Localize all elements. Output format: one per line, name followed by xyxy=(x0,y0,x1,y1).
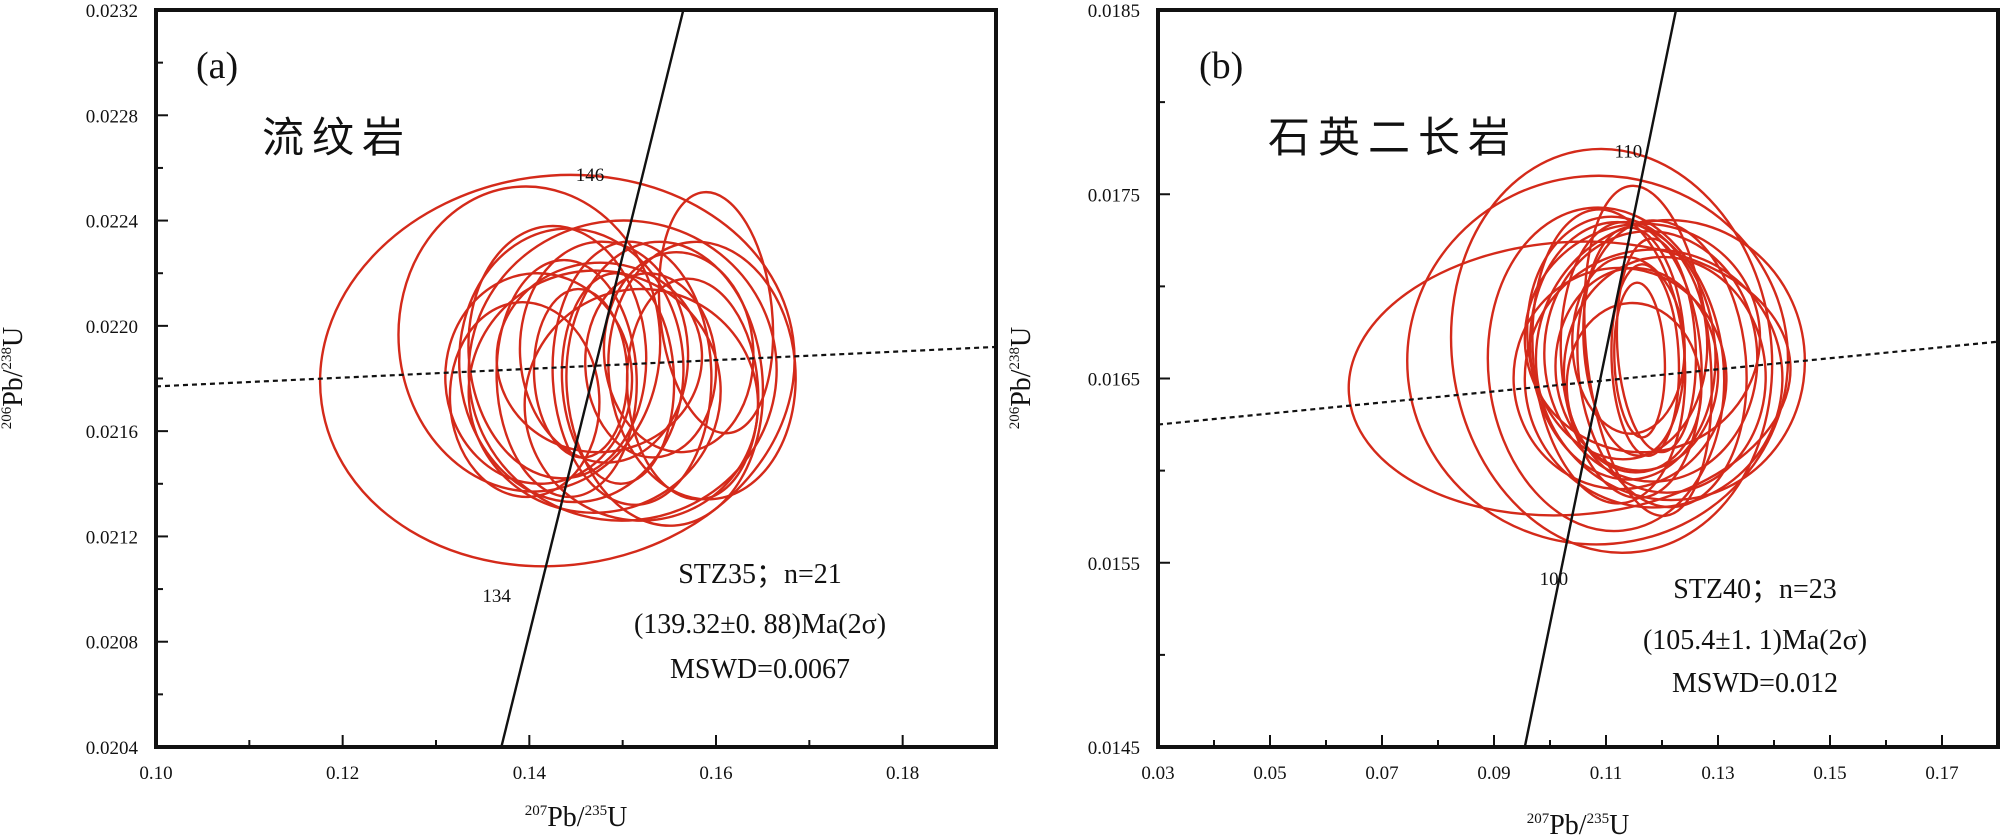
x-tick-label: 0.17 xyxy=(1925,763,1958,784)
error-ellipse xyxy=(625,277,760,501)
x-tick-label: 0.16 xyxy=(699,763,732,784)
concordia-age-label: 100 xyxy=(1540,569,1569,590)
panel-label: (a) xyxy=(196,45,238,87)
error-ellipse xyxy=(318,173,796,568)
axis-ticks: 0.10 0.12 0.14 0.16 0.18 0.0204 0.0208 0.0212 0.… xyxy=(86,1,997,784)
y-tick-label: 0.0185 xyxy=(1088,1,1140,22)
error-ellipse xyxy=(1347,240,1792,517)
error-ellipse xyxy=(1523,248,1784,509)
sample-label: STZ40；n=23 xyxy=(1673,574,1837,605)
error-ellipse xyxy=(1562,255,1767,494)
error-ellipse xyxy=(1583,184,1713,518)
sample-label: STZ35；n=21 xyxy=(678,559,842,590)
y-tick-label: 0.0224 xyxy=(86,212,139,233)
concordia-age-label: 110 xyxy=(1615,141,1643,162)
y-tick-label: 0.0175 xyxy=(1088,185,1140,206)
mswd-label: MSWD=0.012 xyxy=(1672,668,1838,699)
rock-type-label: 石英二长岩 xyxy=(1268,116,1518,162)
error-ellipse xyxy=(565,240,765,527)
error-ellipse xyxy=(1565,301,1703,474)
error-ellipse xyxy=(1512,266,1728,491)
error-ellipse xyxy=(1554,266,1720,472)
x-axis-label: 207Pb/235U xyxy=(1527,810,1630,838)
concordia-line xyxy=(1523,10,1678,747)
error-ellipse xyxy=(467,269,722,514)
y-tick-label: 0.0208 xyxy=(86,633,138,654)
discordia-line xyxy=(1158,340,1998,426)
y-tick-label: 0.0216 xyxy=(86,422,138,443)
panel-a: 0.10 0.12 0.14 0.16 0.18 0.0204 0.0208 0.0212 0.… xyxy=(0,1,998,833)
error-ellipse xyxy=(560,272,676,485)
x-tick-label: 0.07 xyxy=(1365,763,1398,784)
error-ellipse xyxy=(1534,218,1807,502)
lines-group xyxy=(156,10,996,747)
y-tick-label: 0.0228 xyxy=(86,106,138,127)
error-ellipse xyxy=(397,185,662,493)
x-tick-label: 0.14 xyxy=(513,763,547,784)
x-tick-label: 0.03 xyxy=(1141,763,1174,784)
concordia-age-labels: 146 134 xyxy=(482,165,604,607)
error-ellipse xyxy=(1615,237,1698,454)
x-tick-label: 0.05 xyxy=(1253,763,1286,784)
concordia-age-label: 134 xyxy=(482,586,511,607)
mswd-label: MSWD=0.0067 xyxy=(670,654,850,685)
error-ellipse xyxy=(1449,147,1774,554)
y-axis-label: 206Pb/238U xyxy=(0,327,29,430)
x-tick-label: 0.11 xyxy=(1590,763,1623,784)
lines-group xyxy=(1158,10,1998,747)
error-ellipse xyxy=(448,301,601,499)
error-ellipse xyxy=(457,227,685,504)
x-tick-label: 0.12 xyxy=(326,763,359,784)
error-ellipse xyxy=(602,251,755,454)
y-tick-label: 0.0212 xyxy=(86,527,138,548)
axis-ticks: 0.03 0.05 0.07 0.09 0.11 0.13 0.15 0.17 0.0145 0.… xyxy=(1088,1,1999,784)
error-ellipses-group xyxy=(318,173,797,568)
x-tick-label: 0.10 xyxy=(139,763,172,784)
rock-type-label: 流纹岩 xyxy=(262,116,412,162)
error-ellipse xyxy=(495,261,704,454)
y-tick-label: 0.0165 xyxy=(1088,370,1140,391)
error-ellipse xyxy=(1525,215,1709,461)
concordia-age-labels: 110 100 xyxy=(1540,141,1643,589)
error-ellipses-group xyxy=(1347,147,1807,554)
x-tick-label: 0.09 xyxy=(1477,763,1510,784)
error-ellipse xyxy=(467,224,648,480)
x-axis-label: 207Pb/235U xyxy=(525,802,628,833)
error-ellipse xyxy=(657,190,775,435)
age-result-label: (139.32±0. 88)Ma(2σ) xyxy=(634,609,886,640)
panel-label: (b) xyxy=(1199,45,1243,87)
y-tick-label: 0.0232 xyxy=(86,1,138,22)
x-tick-label: 0.18 xyxy=(886,763,919,784)
concordia-age-label: 146 xyxy=(576,165,605,186)
y-tick-label: 0.0145 xyxy=(1088,738,1140,759)
y-tick-label: 0.0155 xyxy=(1088,554,1140,575)
x-tick-label: 0.13 xyxy=(1701,763,1734,784)
error-ellipse xyxy=(1486,206,1726,533)
y-tick-label: 0.0204 xyxy=(86,738,139,759)
error-ellipse xyxy=(1613,281,1667,439)
y-tick-label: 0.0220 xyxy=(86,317,138,338)
discordia-line xyxy=(156,345,996,388)
error-ellipse xyxy=(1610,263,1681,458)
error-ellipse xyxy=(607,240,797,501)
x-tick-label: 0.15 xyxy=(1813,763,1846,784)
age-result-label: (105.4±1. 1)Ma(2σ) xyxy=(1643,625,1867,656)
concordia-line xyxy=(500,10,685,747)
y-axis-label: 206Pb/238U xyxy=(1006,327,1037,430)
panel-b: 0.03 0.05 0.07 0.09 0.11 0.13 0.15 0.17 0.0145 0.… xyxy=(1006,1,2000,838)
error-ellipse xyxy=(1406,174,1790,546)
